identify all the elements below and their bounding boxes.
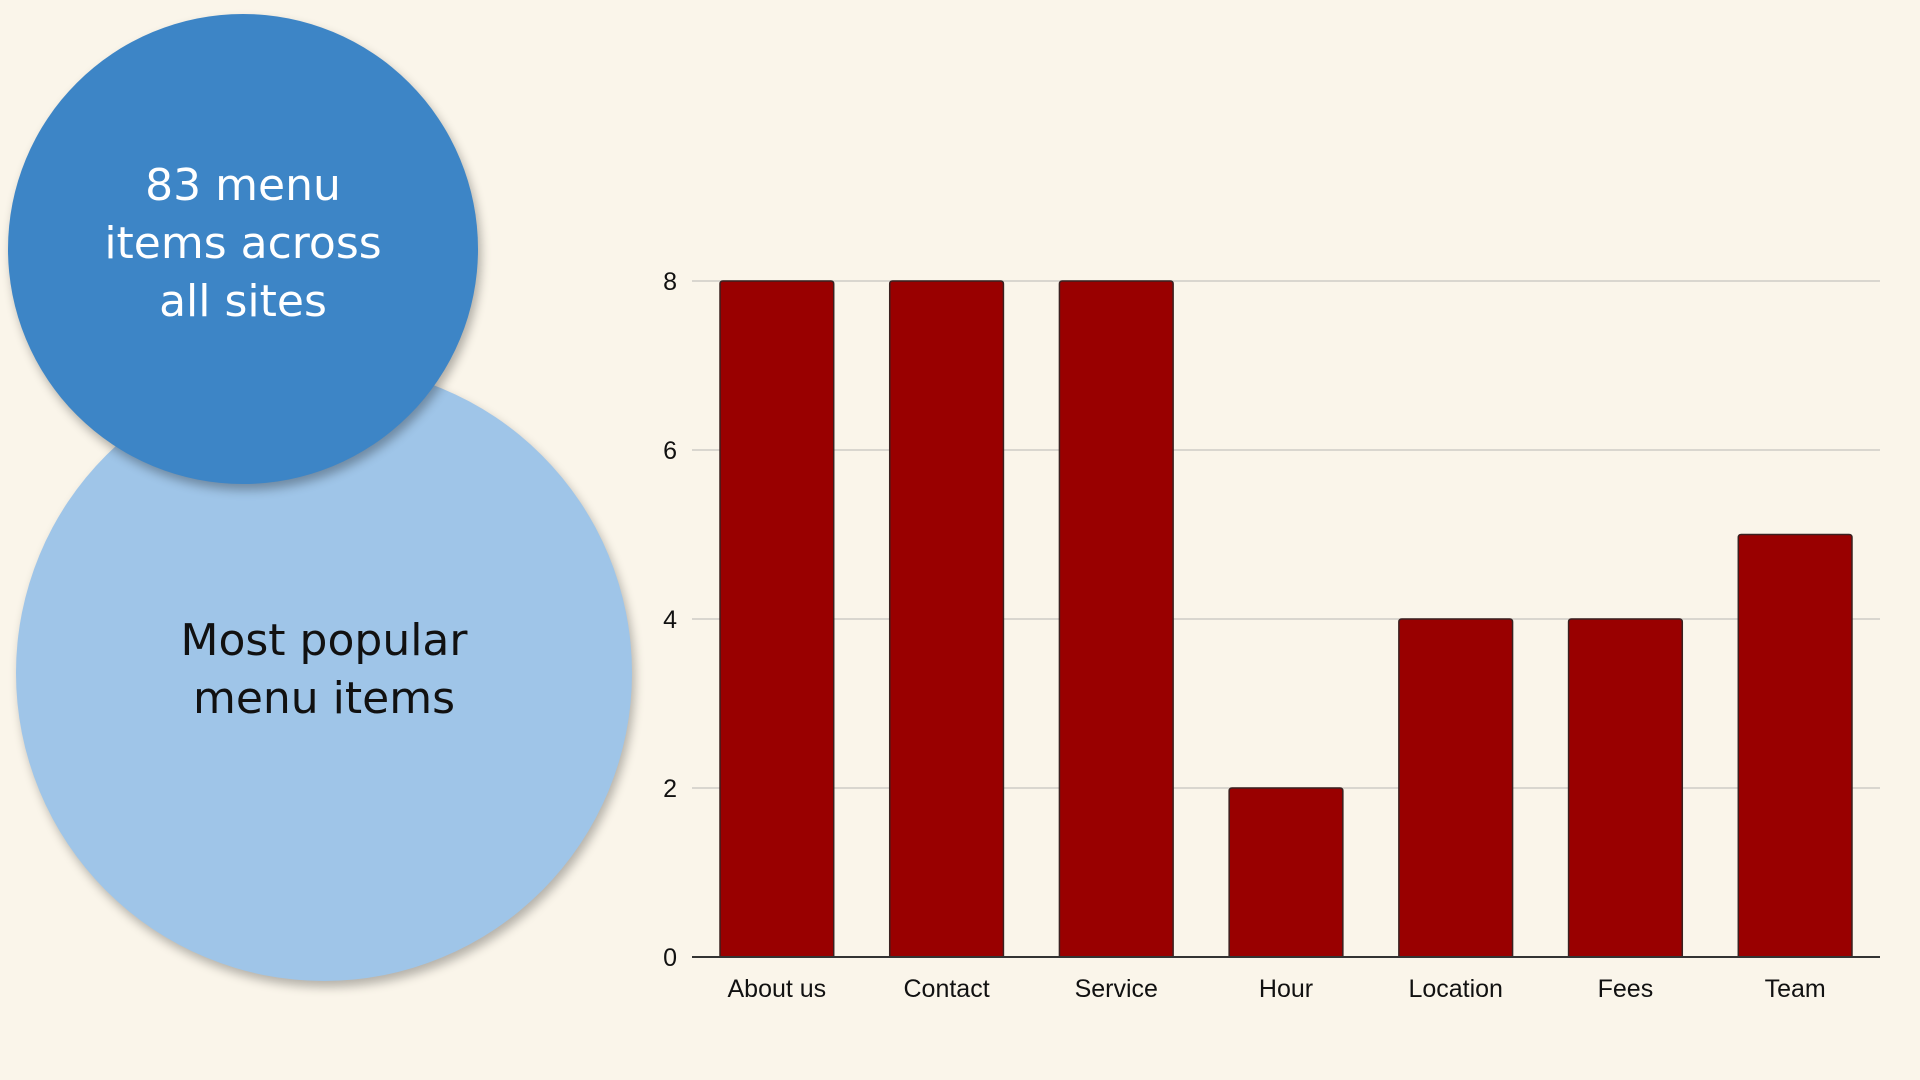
y-tick-label: 4 <box>663 606 677 634</box>
x-axis-ticks: About us Contact Service Hour Location Fees Te… <box>728 975 1826 1003</box>
y-axis-ticks: 0 2 4 6 8 <box>663 268 677 972</box>
y-tick-label: 0 <box>663 944 677 972</box>
bar-hour <box>1228 787 1344 958</box>
y-tick-label: 6 <box>663 437 677 465</box>
most-popular-label: Most popular menu items <box>180 615 468 724</box>
menu-items-count-circle: 83 menu items across all sites <box>8 14 478 484</box>
y-tick-label: 2 <box>663 775 677 803</box>
bar-team <box>1737 533 1853 958</box>
x-tick-label: Fees <box>1598 975 1654 1003</box>
bar-fees <box>1567 618 1684 958</box>
x-tick-label: Hour <box>1259 975 1313 1003</box>
bar-about-us <box>719 280 835 958</box>
x-tick-label: Service <box>1075 975 1158 1003</box>
bar-contact <box>888 280 1005 958</box>
x-tick-label: About us <box>728 975 827 1003</box>
x-tick-label: Contact <box>903 975 989 1003</box>
bar-location <box>1398 618 1514 958</box>
bar-service <box>1058 280 1174 958</box>
bars <box>719 280 1853 958</box>
gridlines <box>692 280 1880 789</box>
menu-items-count-label: 83 menu items across all sites <box>104 160 382 327</box>
y-tick-label: 8 <box>663 268 677 296</box>
x-tick-label: Location <box>1408 975 1503 1003</box>
x-tick-label: Team <box>1765 975 1826 1003</box>
